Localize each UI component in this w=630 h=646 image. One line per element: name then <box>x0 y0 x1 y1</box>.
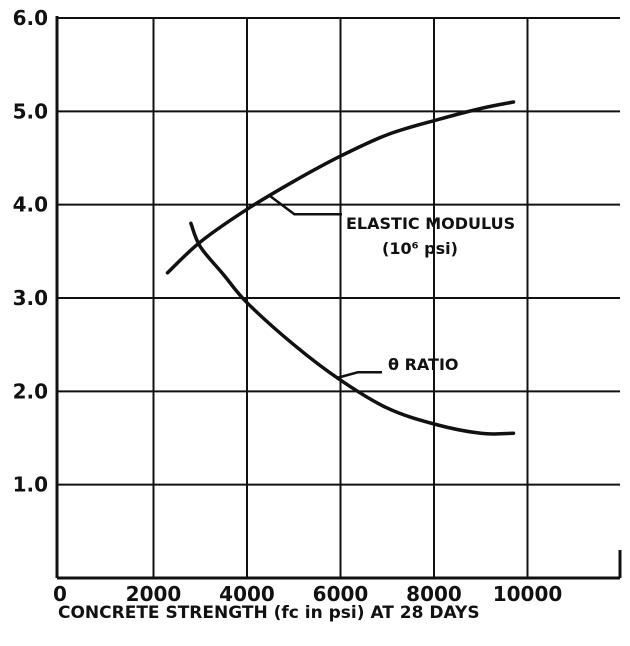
x-axis-label: CONCRETE STRENGTH (fc in psi) AT 28 DAYS <box>58 603 480 623</box>
y-tick-label-0: 1.0 <box>13 473 48 497</box>
x-tick-label-2: 4000 <box>219 582 275 606</box>
theta-ratio-leader <box>335 371 382 380</box>
x-tick-label-3: 6000 <box>313 582 369 606</box>
theta-ratio-line <box>189 221 516 436</box>
x-tick-labels: 0 2000 4000 6000 8000 10000 <box>53 582 562 606</box>
y-tick-labels: 1.0 2.0 3.0 4.0 5.0 6.0 <box>13 6 48 497</box>
grid-lines <box>57 17 620 578</box>
y-tick-label-3: 4.0 <box>13 193 48 217</box>
series-lines <box>165 100 516 436</box>
y-tick-label-2: 3.0 <box>13 286 48 310</box>
x-tick-label-5: 10000 <box>493 582 563 606</box>
axes <box>55 16 622 580</box>
x-tick-label-0: 0 <box>53 582 67 606</box>
theta-ratio-label: θ RATIO <box>388 355 459 374</box>
y-tick-label-4: 5.0 <box>13 99 48 123</box>
annotations: ELASTIC MODULUS (10⁶ psi) θ RATIO <box>269 195 515 380</box>
y-tick-label-1: 2.0 <box>13 379 48 403</box>
x-tick-label-1: 2000 <box>126 582 182 606</box>
elastic-modulus-leader <box>269 195 342 216</box>
x-tick-label-4: 8000 <box>406 582 462 606</box>
elastic-modulus-line <box>165 100 516 275</box>
elastic-modulus-unit-label: (10⁶ psi) <box>382 239 458 258</box>
elastic-modulus-label: ELASTIC MODULUS <box>346 214 515 233</box>
y-tick-label-5: 6.0 <box>13 6 48 30</box>
